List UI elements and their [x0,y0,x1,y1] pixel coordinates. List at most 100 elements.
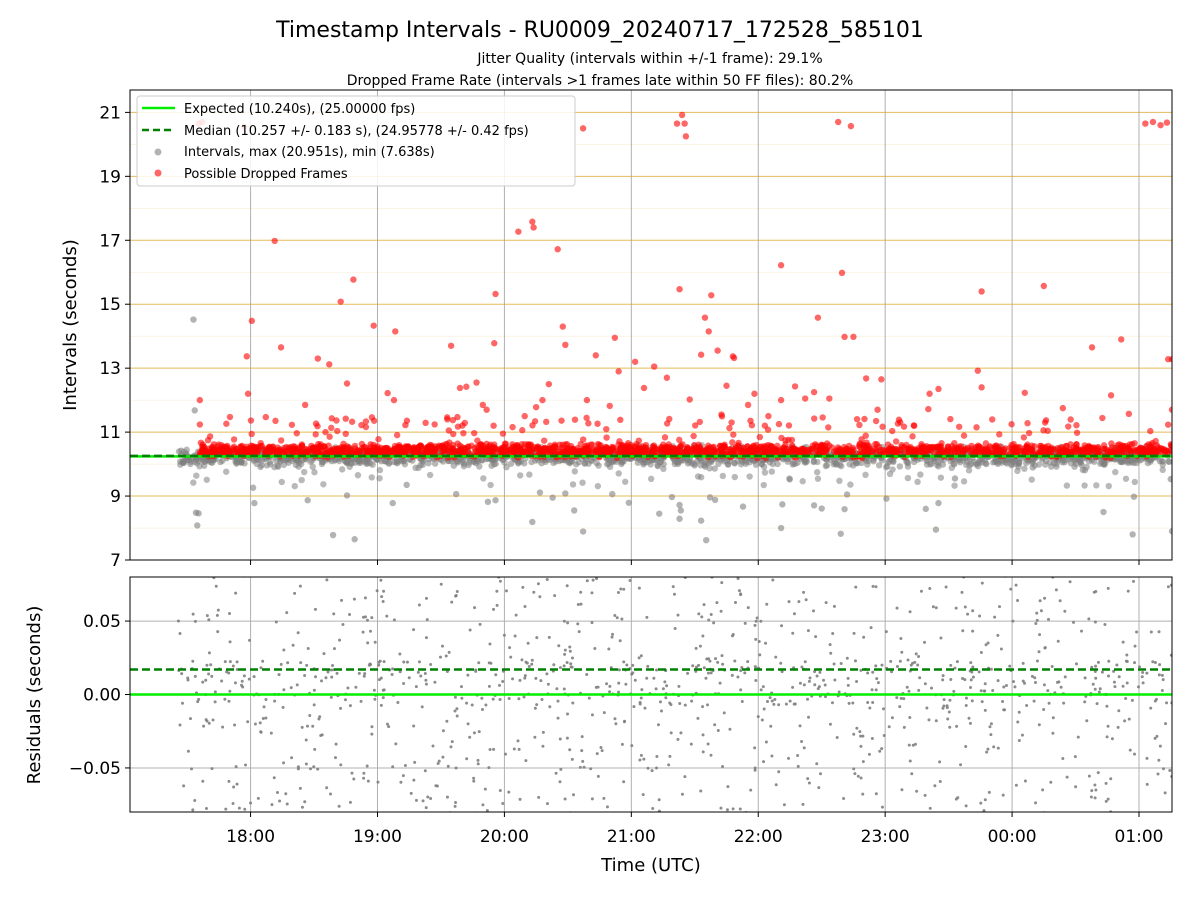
residual-point [659,709,663,713]
residual-point [1054,588,1058,592]
x-tick-label: 23:00 [861,827,910,847]
dropped-frame-point [692,422,699,429]
residual-point [988,725,992,729]
residual-point [971,675,975,679]
residual-point [871,584,875,588]
dropped-frame-point [1081,442,1088,449]
dropped-frame-point [459,422,466,429]
residual-point [350,771,354,775]
residual-point [852,732,856,736]
residual-point [361,630,365,634]
residual-point [210,674,214,678]
residual-point [279,662,283,666]
residual-point [480,696,484,700]
residual-point [1137,665,1141,669]
residual-point [658,700,662,704]
interval-point [937,474,945,481]
dropped-frame-point [583,414,590,422]
residual-point [1046,617,1050,621]
residual-point [927,718,931,722]
residual-point [984,643,988,647]
interval-point [1035,461,1043,468]
dropped-frame-point [383,444,391,452]
interval-point [647,475,655,483]
residual-point [619,587,623,591]
residual-point [408,812,411,815]
dropped-frame-point [454,413,461,421]
dropped-frame-point [1071,446,1079,453]
residual-point [300,805,304,809]
dropped-frame-point [450,430,457,438]
residual-point [399,780,403,784]
interval-point [932,526,940,533]
interval-point [1105,482,1112,490]
residual-point [971,665,975,669]
dropped-frame-point [909,433,916,440]
residual-point [792,612,796,616]
residual-point [699,789,703,793]
residual-point [320,679,324,683]
interval-point [190,316,197,323]
residual-point [252,816,255,819]
residual-point [1063,609,1067,613]
dropped-frame-point [371,444,378,451]
residual-point [739,592,743,596]
interval-point [760,463,768,471]
residual-point [753,768,757,772]
residual-point [1145,756,1149,760]
residual-point [370,725,374,729]
residual-point [938,760,942,764]
dropped-frame-point [342,430,349,438]
residual-point [802,746,806,750]
interval-point [731,473,739,481]
residual-point [329,668,333,672]
residual-point [882,734,886,738]
dropped-frame-point [403,443,411,451]
residual-point [1062,701,1066,705]
residual-point [472,731,476,735]
residual-point [654,668,658,672]
residual-point [759,619,763,623]
residual-point [709,753,713,757]
dropped-frame-point [539,396,546,404]
residual-point [1130,698,1134,702]
dropped-frame-point [350,276,357,283]
dropped-frame-point [540,437,548,444]
residual-point [296,631,300,635]
dropped-frame-point [303,446,310,453]
residual-point [721,662,725,666]
residual-point [434,784,438,788]
dropped-frame-point [709,444,717,452]
dropped-frame-point [446,439,453,446]
intervals-y-tick-label: 19 [99,167,121,187]
residual-point [798,681,802,685]
residual-point [850,572,853,575]
residual-point [390,672,394,676]
residual-point [895,696,899,700]
x-tick-label: 18:00 [226,827,275,847]
dropped-frame-point [244,390,252,397]
dropped-frame-point [617,416,624,424]
residual-point [590,591,594,595]
residual-point [522,695,526,699]
dropped-frame-point [204,437,212,444]
residual-point [545,802,549,806]
residual-point [733,600,737,604]
dropped-frame-point [1149,118,1157,126]
dropped-frame-point [1152,449,1159,456]
residual-point [429,796,433,800]
residual-point [955,724,959,728]
dropped-frame-point [271,237,278,245]
residual-point [178,723,182,727]
residual-point [308,714,312,718]
residual-point [855,679,859,683]
residual-point [766,700,770,704]
residual-point [582,765,586,769]
residual-point [445,719,449,723]
dropped-frame-point [393,431,401,439]
residual-point [639,753,643,757]
interval-point [927,461,934,468]
residual-point [846,676,850,680]
residual-point [453,804,457,808]
dropped-frame-point [635,437,643,444]
